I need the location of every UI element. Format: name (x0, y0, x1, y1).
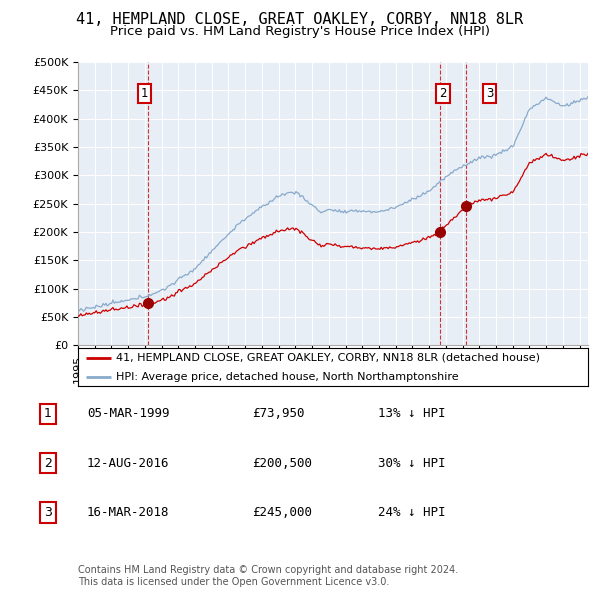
Text: 3: 3 (44, 506, 52, 519)
Text: £245,000: £245,000 (252, 506, 312, 519)
Text: 3: 3 (486, 87, 493, 100)
Text: HPI: Average price, detached house, North Northamptonshire: HPI: Average price, detached house, Nort… (116, 372, 459, 382)
Text: Contains HM Land Registry data © Crown copyright and database right 2024.
This d: Contains HM Land Registry data © Crown c… (78, 565, 458, 587)
Text: £200,500: £200,500 (252, 457, 312, 470)
Text: 1: 1 (44, 408, 52, 421)
Text: 2: 2 (44, 457, 52, 470)
Text: 41, HEMPLAND CLOSE, GREAT OAKLEY, CORBY, NN18 8LR (detached house): 41, HEMPLAND CLOSE, GREAT OAKLEY, CORBY,… (116, 353, 540, 363)
Text: 41, HEMPLAND CLOSE, GREAT OAKLEY, CORBY, NN18 8LR: 41, HEMPLAND CLOSE, GREAT OAKLEY, CORBY,… (76, 12, 524, 27)
Text: 13% ↓ HPI: 13% ↓ HPI (378, 408, 445, 421)
Text: 2: 2 (439, 87, 446, 100)
Text: £73,950: £73,950 (252, 408, 305, 421)
Text: Price paid vs. HM Land Registry's House Price Index (HPI): Price paid vs. HM Land Registry's House … (110, 25, 490, 38)
Text: 12-AUG-2016: 12-AUG-2016 (87, 457, 170, 470)
Text: 30% ↓ HPI: 30% ↓ HPI (378, 457, 445, 470)
Text: 24% ↓ HPI: 24% ↓ HPI (378, 506, 445, 519)
Text: 05-MAR-1999: 05-MAR-1999 (87, 408, 170, 421)
Text: 1: 1 (141, 87, 148, 100)
Text: 16-MAR-2018: 16-MAR-2018 (87, 506, 170, 519)
